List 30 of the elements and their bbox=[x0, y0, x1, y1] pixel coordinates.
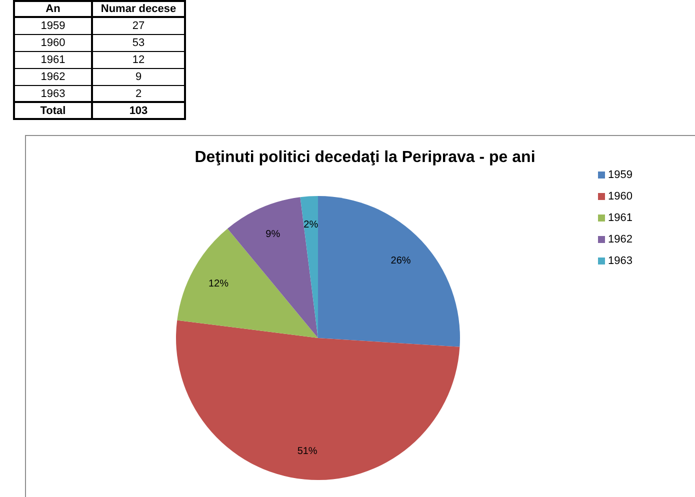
legend-label: 1962 bbox=[608, 234, 632, 246]
legend-label: 1960 bbox=[608, 190, 632, 202]
data-label: 9% bbox=[266, 228, 280, 240]
legend-label: 1963 bbox=[608, 255, 632, 267]
text: 1962 bbox=[40, 71, 66, 83]
data-label: 12% bbox=[208, 278, 229, 289]
text: 27 bbox=[132, 20, 145, 32]
data-label: 2% bbox=[304, 219, 318, 230]
chart-title: Deţinuti politici decedaţi la Periprava - pe ani bbox=[194, 148, 536, 166]
pie-slice bbox=[176, 320, 460, 480]
pie-slice bbox=[300, 196, 318, 338]
pie-slice bbox=[318, 196, 460, 347]
text: 1959 bbox=[40, 20, 66, 32]
data-label: 51% bbox=[297, 446, 318, 457]
pie-slice bbox=[227, 197, 318, 338]
text: 1960 bbox=[40, 37, 66, 49]
text: An bbox=[46, 3, 61, 15]
pie-slice bbox=[177, 228, 318, 338]
text: 12 bbox=[132, 54, 145, 66]
text: 2 bbox=[135, 88, 142, 100]
text: Total bbox=[40, 105, 66, 117]
legend-label: 1959 bbox=[608, 169, 632, 181]
data-label: 26% bbox=[390, 254, 411, 266]
text: 103 bbox=[129, 105, 148, 117]
text: Numar decese bbox=[100, 3, 176, 15]
text: 9 bbox=[135, 71, 142, 83]
legend-label: 1961 bbox=[608, 212, 632, 224]
text: 1961 bbox=[40, 54, 66, 66]
text: 1963 bbox=[40, 88, 66, 100]
text: 53 bbox=[132, 37, 145, 49]
